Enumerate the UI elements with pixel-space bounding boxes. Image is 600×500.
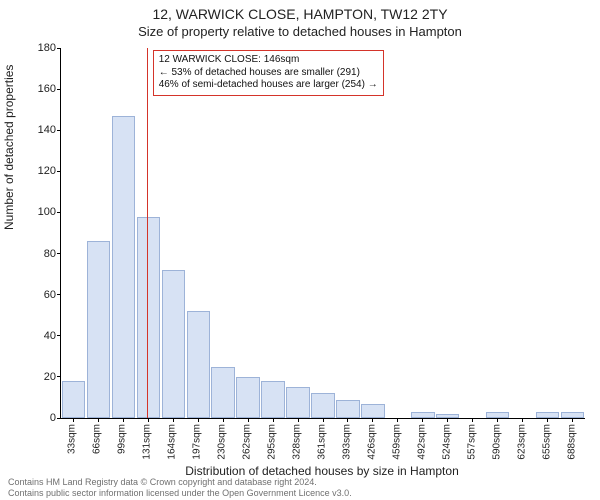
x-tick-label: 99sqm (117, 424, 128, 454)
histogram-bar (211, 367, 234, 418)
x-tick-mark (522, 418, 523, 422)
x-tick-label: 590sqm (491, 424, 502, 460)
y-tick-mark (57, 335, 61, 336)
x-tick-label: 361sqm (317, 424, 328, 460)
x-tick-label: 197sqm (192, 424, 203, 460)
y-tick-label: 80 (44, 248, 56, 260)
x-tick-mark (397, 418, 398, 422)
attribution-line-1: Contains HM Land Registry data © Crown c… (8, 477, 317, 487)
x-tick-mark (223, 418, 224, 422)
histogram-bar (87, 241, 110, 418)
histogram-plot: 12 WARWICK CLOSE: 146sqm← 53% of detache… (60, 48, 585, 419)
y-axis-label: Number of detached properties (2, 65, 16, 230)
y-tick-mark (57, 212, 61, 213)
y-tick-mark (57, 376, 61, 377)
x-tick-mark (273, 418, 274, 422)
x-tick-label: 328sqm (292, 424, 303, 460)
chart-subtitle: Size of property relative to detached ho… (0, 24, 600, 39)
x-tick-label: 33sqm (67, 424, 78, 454)
x-tick-label: 655sqm (541, 424, 552, 460)
y-tick-label: 160 (38, 83, 56, 95)
x-axis-label: Distribution of detached houses by size … (60, 464, 584, 478)
x-tick-label: 393sqm (341, 424, 352, 460)
histogram-bar (187, 311, 210, 418)
x-tick-mark (73, 418, 74, 422)
y-tick-label: 40 (44, 330, 56, 342)
x-tick-mark (497, 418, 498, 422)
histogram-bar (311, 393, 334, 418)
x-tick-label: 295sqm (267, 424, 278, 460)
y-tick-mark (57, 171, 61, 172)
x-tick-mark (572, 418, 573, 422)
y-tick-mark (57, 253, 61, 254)
x-tick-label: 623sqm (516, 424, 527, 460)
histogram-bar (261, 381, 284, 418)
address-title: 12, WARWICK CLOSE, HAMPTON, TW12 2TY (0, 6, 600, 22)
histogram-bar (236, 377, 259, 418)
histogram-bar (112, 116, 135, 418)
subject-property-marker (147, 48, 148, 418)
x-tick-label: 459sqm (391, 424, 402, 460)
x-tick-mark (323, 418, 324, 422)
y-tick-mark (57, 48, 61, 49)
x-tick-mark (148, 418, 149, 422)
x-tick-mark (98, 418, 99, 422)
x-tick-label: 66sqm (92, 424, 103, 454)
x-tick-mark (298, 418, 299, 422)
y-tick-label: 140 (38, 124, 56, 136)
x-tick-mark (547, 418, 548, 422)
y-tick-label: 60 (44, 289, 56, 301)
callout-line: 12 WARWICK CLOSE: 146sqm (159, 54, 378, 67)
x-tick-label: 426sqm (366, 424, 377, 460)
y-tick-label: 20 (44, 371, 56, 383)
x-tick-label: 492sqm (416, 424, 427, 460)
x-tick-mark (173, 418, 174, 422)
x-tick-label: 131sqm (142, 424, 153, 460)
x-tick-mark (372, 418, 373, 422)
x-tick-label: 524sqm (441, 424, 452, 460)
histogram-bar (62, 381, 85, 418)
x-tick-mark (472, 418, 473, 422)
attribution-text: Contains HM Land Registry data © Crown c… (8, 477, 352, 498)
y-tick-label: 0 (50, 412, 56, 424)
y-tick-mark (57, 89, 61, 90)
x-tick-label: 262sqm (242, 424, 253, 460)
y-tick-mark (57, 294, 61, 295)
x-tick-mark (447, 418, 448, 422)
x-tick-label: 230sqm (217, 424, 228, 460)
y-tick-label: 120 (38, 165, 56, 177)
x-tick-mark (198, 418, 199, 422)
y-tick-mark (57, 418, 61, 419)
x-tick-mark (347, 418, 348, 422)
y-tick-label: 100 (38, 206, 56, 218)
x-tick-mark (123, 418, 124, 422)
histogram-bar (361, 404, 384, 418)
callout-line: ← 53% of detached houses are smaller (29… (159, 67, 378, 80)
x-tick-mark (248, 418, 249, 422)
callout-box: 12 WARWICK CLOSE: 146sqm← 53% of detache… (153, 50, 384, 96)
x-tick-label: 688sqm (566, 424, 577, 460)
histogram-bar (336, 400, 359, 419)
x-tick-label: 164sqm (167, 424, 178, 460)
x-tick-mark (422, 418, 423, 422)
x-tick-label: 557sqm (466, 424, 477, 460)
y-tick-label: 180 (38, 42, 56, 54)
histogram-bar (162, 270, 185, 418)
callout-line: 46% of semi-detached houses are larger (… (159, 79, 378, 92)
histogram-bar (286, 387, 309, 418)
y-tick-mark (57, 130, 61, 131)
attribution-line-2: Contains public sector information licen… (8, 488, 352, 498)
